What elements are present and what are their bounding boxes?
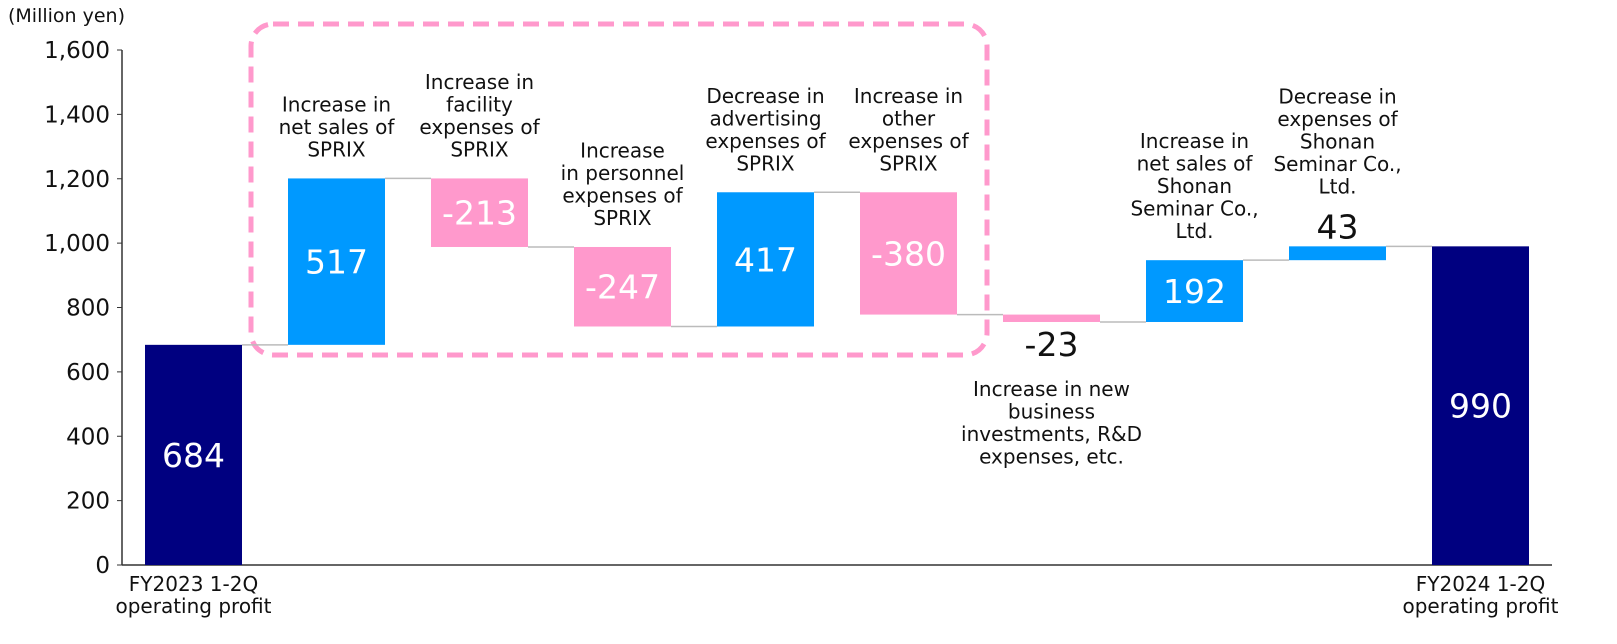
bar: [574, 246, 671, 327]
bar: [1289, 246, 1386, 261]
category-label: Decrease in expenses of Shonan Seminar Co.,…: [1273, 84, 1401, 198]
category-label: Increase in personnel expenses of SPRIX: [561, 138, 685, 230]
y-tick-label: 400: [66, 424, 110, 450]
x-tick-label: FY2024 1-2Q operating profit: [1403, 572, 1559, 618]
value-label: 517: [305, 243, 368, 282]
bar: [288, 178, 385, 345]
y-tick-label: 1,000: [44, 231, 110, 257]
category-label: Increase in net sales of SPRIX: [279, 92, 396, 161]
value-label: 684: [162, 436, 225, 475]
value-label: -380: [871, 234, 946, 273]
bar: [860, 192, 957, 315]
value-label: -23: [1025, 325, 1079, 364]
category-label: Increase in facility expenses of SPRIX: [419, 70, 540, 162]
bar: [145, 344, 242, 565]
category-label: Increase in new business investments, R&D e…: [961, 377, 1142, 469]
value-label: 192: [1163, 272, 1226, 311]
x-tick-label: FY2023 1-2Q operating profit: [116, 572, 272, 618]
value-label: 43: [1317, 207, 1359, 246]
bar: [1432, 246, 1529, 565]
category-label: Increase in net sales of Shonan Seminar Co.…: [1130, 129, 1258, 243]
y-tick-label: 200: [66, 489, 110, 515]
value-label: -247: [585, 268, 660, 307]
category-label: Increase in other expenses of SPRIX: [848, 84, 969, 176]
value-label: 417: [734, 240, 797, 279]
y-tick-label: 1,600: [44, 38, 110, 64]
bar: [717, 192, 814, 327]
bar: [1003, 314, 1100, 322]
value-label: 990: [1449, 387, 1512, 426]
bar: [431, 178, 528, 247]
y-axis-label: (Million yen): [8, 5, 125, 27]
y-tick-label: 800: [66, 296, 110, 322]
bar: [1146, 260, 1243, 322]
y-tick-label: 1,400: [44, 102, 110, 128]
y-tick-label: 0: [95, 553, 110, 579]
y-tick-label: 600: [66, 360, 110, 386]
category-label: Decrease in advertising expenses of SPRIX: [705, 84, 826, 176]
value-label: -213: [442, 194, 517, 233]
y-tick-label: 1,200: [44, 167, 110, 193]
